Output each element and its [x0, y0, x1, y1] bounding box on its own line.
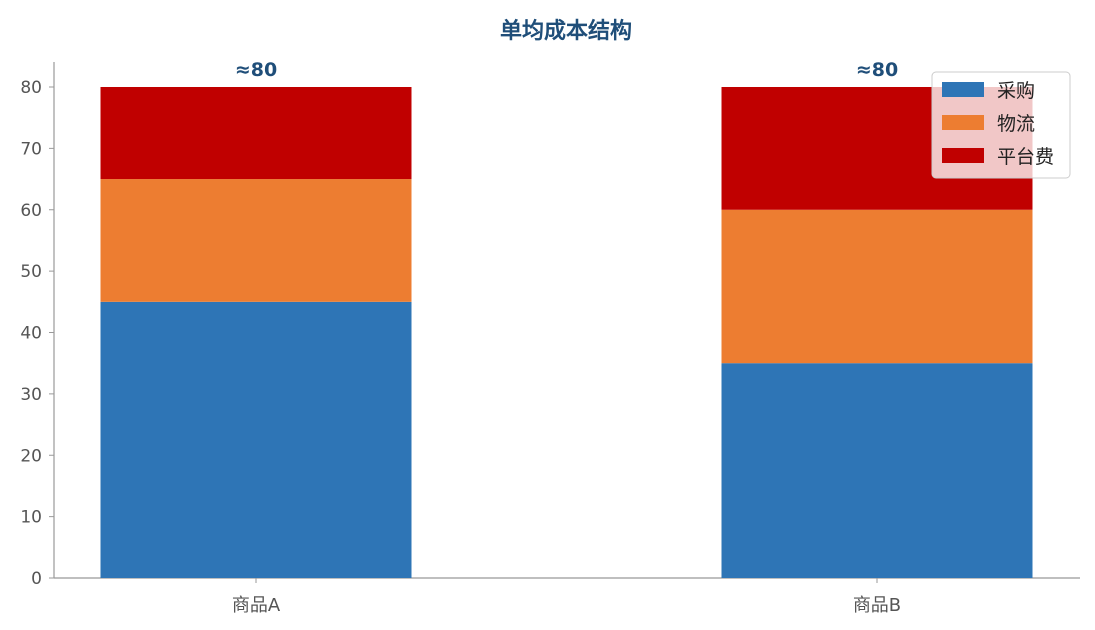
legend-label: 平台费	[997, 146, 1054, 168]
bar-segment-1	[100, 301, 412, 578]
plot-area: 0 10 20 30 40 50 60 70 80 商品A 商品B ≈80 ≈80	[20, 59, 1080, 616]
bar-segment-1	[721, 363, 1033, 578]
bar-segment-2	[721, 209, 1033, 364]
y-tick-label: 10	[20, 508, 42, 528]
y-tick-label: 70	[20, 139, 42, 159]
y-tick-label: 40	[20, 324, 42, 344]
y-tick-label: 80	[20, 78, 42, 98]
x-tick-label: 商品B	[853, 595, 901, 616]
legend-swatch	[942, 115, 984, 130]
y-tick-label: 60	[20, 201, 42, 221]
chart-title: 单均成本结构	[500, 18, 632, 44]
y-tick-label: 30	[20, 385, 42, 405]
legend-swatch	[942, 82, 984, 97]
x-axis-ticks: 商品A 商品B	[232, 578, 901, 616]
legend-label: 物流	[997, 113, 1035, 135]
bar-total-label: ≈80	[235, 59, 277, 81]
y-tick-label: 0	[31, 569, 42, 589]
x-tick-label: 商品A	[232, 595, 281, 616]
legend-swatch	[942, 148, 984, 163]
bar-total-labels: ≈80 ≈80	[235, 59, 898, 81]
y-axis-ticks: 0 10 20 30 40 50 60 70 80	[20, 78, 54, 589]
y-tick-label: 20	[20, 446, 42, 466]
bar-segment-3	[100, 87, 412, 180]
legend-label: 采购	[997, 80, 1035, 102]
bar-segment-2	[100, 179, 412, 302]
bar-total-label: ≈80	[856, 59, 898, 81]
y-tick-label: 50	[20, 262, 42, 282]
bars-group	[100, 87, 1033, 578]
